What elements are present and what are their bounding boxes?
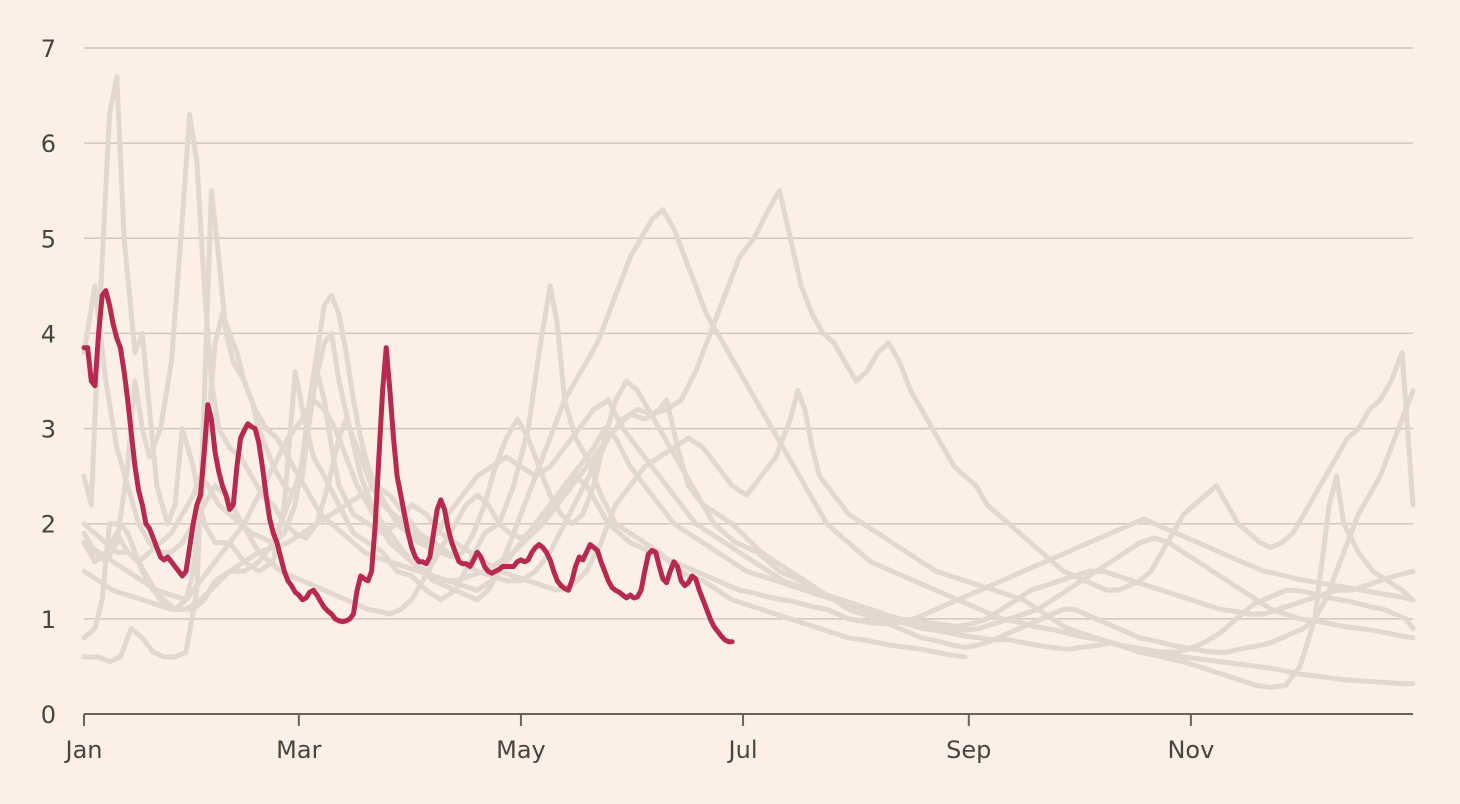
y-tick-label: 4 (41, 320, 56, 348)
x-tick-label: Sep (946, 736, 991, 764)
y-tick-label: 7 (41, 35, 56, 63)
context-series-line (81, 112, 1416, 629)
y-tick-label: 3 (41, 416, 56, 444)
y-tick-label: 0 (41, 701, 56, 729)
context-series-group (81, 74, 1416, 690)
context-series-line (81, 330, 1416, 690)
context-series-line (81, 74, 968, 660)
y-tick-label: 1 (41, 606, 56, 634)
context-series-line (81, 292, 1416, 655)
gridlines: 0 1 2 3 4 5 6 7 (41, 35, 1413, 729)
x-tick-label: Mar (276, 736, 321, 764)
context-series-line (81, 283, 1416, 627)
x-tick-label: Nov (1167, 736, 1214, 764)
highlight-series-line (81, 288, 735, 645)
x-tick-label: Jan (64, 736, 103, 764)
y-tick-label: 2 (41, 511, 56, 539)
y-tick-label: 6 (41, 130, 56, 158)
x-tick-label: May (496, 736, 546, 764)
context-series-line (81, 188, 1416, 612)
x-tick-label: Jul (727, 736, 758, 764)
x-axis: Jan Mar May Jul Sep Nov (64, 713, 1413, 764)
context-series-line (81, 188, 1416, 665)
context-series-line (81, 207, 1416, 655)
y-tick-label: 5 (41, 225, 56, 253)
highlight-series-group (81, 288, 735, 645)
